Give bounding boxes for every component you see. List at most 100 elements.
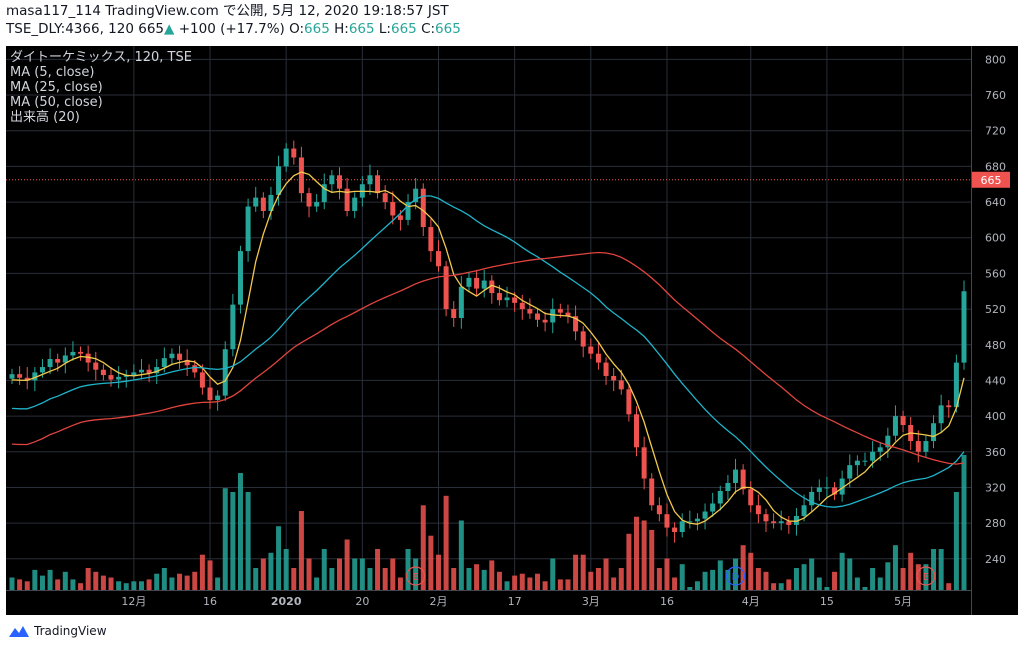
volume-bar <box>321 549 327 590</box>
event-marker-label: E <box>923 572 929 583</box>
up-arrow-icon: ▲ <box>164 21 175 37</box>
volume-bar <box>687 587 693 590</box>
candle-body <box>298 157 304 194</box>
volume-bar <box>306 558 312 590</box>
candle-body <box>717 491 723 504</box>
candle-body <box>504 297 510 301</box>
y-tick-label: 400 <box>985 410 1006 423</box>
y-tick-label: 720 <box>985 125 1006 138</box>
candle-body <box>268 194 274 211</box>
volume-bar <box>268 552 274 590</box>
volume-bar <box>786 579 792 590</box>
chart-area[interactable]: 240 280 320 360 400 440 480 520 560 600 640 680 720 7… <box>6 46 1018 615</box>
candle-body <box>397 215 403 220</box>
candle-body <box>100 369 106 376</box>
volume-bar <box>62 571 68 590</box>
candle-body <box>550 309 556 323</box>
candle-body <box>443 266 449 310</box>
last-price-tag-label: 665 <box>981 174 1002 187</box>
candle-body <box>291 148 297 158</box>
volume-bar <box>649 530 655 590</box>
volume-bar <box>367 568 373 590</box>
candle-body <box>123 375 129 377</box>
price-axis-border <box>971 46 972 615</box>
volume-bar <box>428 535 434 590</box>
volume-bar <box>93 571 99 590</box>
volume-bar <box>938 549 944 590</box>
volume-bar <box>78 583 84 590</box>
y-tick-label: 800 <box>985 53 1006 66</box>
high-value: 665 <box>348 21 375 37</box>
y-tick-label: 640 <box>985 196 1006 209</box>
y-tick-label: 360 <box>985 446 1006 459</box>
volume-bar <box>763 571 769 590</box>
candle-body <box>9 374 15 379</box>
candle-body <box>237 251 243 305</box>
volume-bar <box>451 568 457 590</box>
candle-body <box>786 521 792 525</box>
candle-body <box>588 346 594 354</box>
volume-bar <box>260 558 266 590</box>
event-marker-label: E <box>412 572 418 583</box>
volume-bar <box>908 552 914 590</box>
low-value: 665 <box>390 21 417 37</box>
candle-body <box>375 175 381 194</box>
candle-body <box>839 478 845 495</box>
open-label: O: <box>289 21 305 37</box>
volume-bar <box>694 581 700 590</box>
candle-body <box>161 358 167 368</box>
candle-body <box>435 251 441 267</box>
chart-header: masa117_114 TradingView.com で公開, 5月 12, … <box>6 2 461 38</box>
candle-body <box>542 319 548 323</box>
volume-bar <box>679 564 685 590</box>
candle-body <box>900 416 906 426</box>
candle-body <box>78 351 84 354</box>
x-tick-label: 16 <box>660 595 674 608</box>
candle-body <box>854 460 860 466</box>
volume-bar <box>877 577 883 590</box>
high-label: H: <box>334 21 349 37</box>
volume-bar <box>24 581 30 590</box>
volume-bar <box>595 568 601 590</box>
volume-bar <box>466 568 472 590</box>
candle-body <box>801 505 807 516</box>
candle-body <box>763 514 769 522</box>
volume-bar <box>154 573 160 590</box>
volume-bar <box>85 568 91 590</box>
volume-bar <box>885 562 891 590</box>
candle-body <box>177 353 183 360</box>
candle-body <box>710 503 716 512</box>
volume-bar <box>839 552 845 590</box>
candle-body <box>184 359 190 366</box>
candle-body <box>565 312 571 317</box>
volume-bar <box>603 558 609 590</box>
x-tick-label: 20 <box>355 595 369 608</box>
volume-bar <box>443 495 449 590</box>
candle-body <box>847 465 853 479</box>
candle-body <box>580 331 586 347</box>
candle-body <box>885 435 891 448</box>
candle-body <box>85 353 91 363</box>
volume-bar <box>915 564 921 590</box>
volume-bar <box>588 571 594 590</box>
volume-bar <box>192 571 198 590</box>
volume-bar <box>55 579 61 590</box>
candle-body <box>207 387 213 401</box>
volume-bar <box>496 571 502 590</box>
ma25-line <box>11 195 965 508</box>
x-tick-label: 2020 <box>271 595 302 608</box>
publish-info: masa117_114 TradingView.com で公開, 5月 12, … <box>6 3 449 19</box>
earnings-marker <box>406 566 426 586</box>
candle-body <box>512 297 518 303</box>
volume-bar <box>184 575 190 590</box>
candle-body <box>626 389 632 415</box>
candle-body <box>557 309 563 313</box>
volume-bar <box>953 492 959 590</box>
volume-bar <box>535 573 541 590</box>
x-tick-label: 5月 <box>894 595 912 608</box>
candle-body <box>481 280 487 289</box>
volume-bar <box>816 577 822 590</box>
volume-bar <box>382 568 388 590</box>
price-chart[interactable]: 240 280 320 360 400 440 480 520 560 600 640 680 720 7… <box>6 46 1018 615</box>
candle-body <box>116 376 122 380</box>
